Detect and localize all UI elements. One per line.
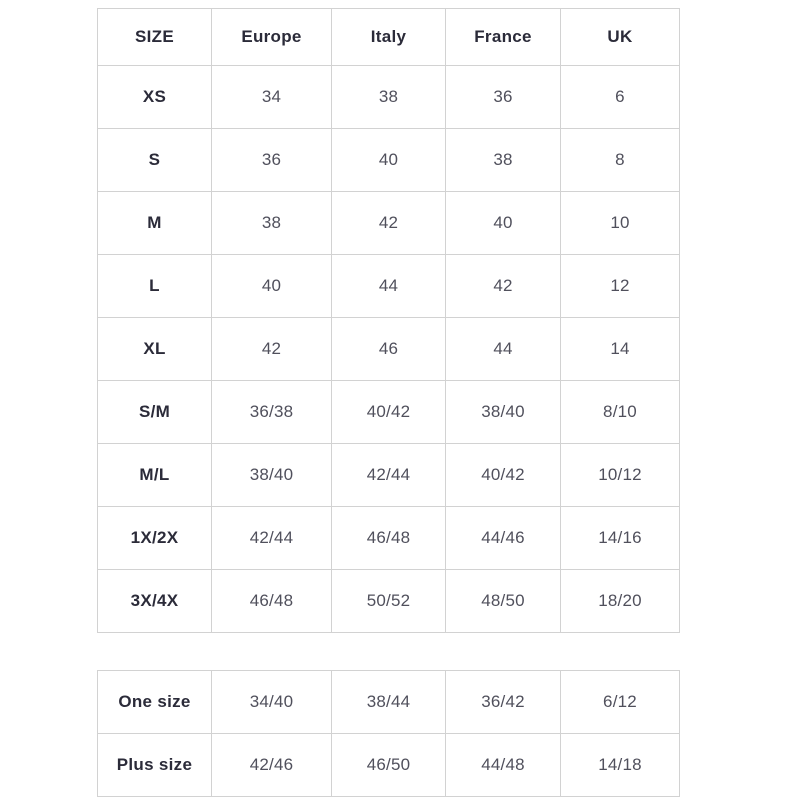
row-label: XS xyxy=(97,65,212,129)
table-cell: 44/48 xyxy=(445,733,561,797)
table-cell: 40 xyxy=(211,254,332,318)
table-cell: 42/44 xyxy=(211,506,332,570)
column-header-uk: UK xyxy=(560,8,680,66)
table-cell: 40/42 xyxy=(331,380,446,444)
row-label: 3X/4X xyxy=(97,569,212,633)
table-cell: 34 xyxy=(211,65,332,129)
table-row-m: M 38 42 40 10 xyxy=(97,191,680,255)
row-label: M/L xyxy=(97,443,212,507)
table-cell: 42/44 xyxy=(331,443,446,507)
table-cell: 38/40 xyxy=(445,380,561,444)
table-cell: 38/40 xyxy=(211,443,332,507)
table-row-one-size: One size 34/40 38/44 36/42 6/12 xyxy=(97,670,680,734)
table-cell: 14/18 xyxy=(560,733,680,797)
column-header-italy: Italy xyxy=(331,8,446,66)
table-cell: 34/40 xyxy=(211,670,332,734)
table-cell: 46/48 xyxy=(211,569,332,633)
table-cell: 6/12 xyxy=(560,670,680,734)
table-cell: 10/12 xyxy=(560,443,680,507)
row-label: Plus size xyxy=(97,733,212,797)
table-cell: 8 xyxy=(560,128,680,192)
table-cell: 44 xyxy=(331,254,446,318)
table-cell: 46/48 xyxy=(331,506,446,570)
table-cell: 38/44 xyxy=(331,670,446,734)
table-row-sm: S/M 36/38 40/42 38/40 8/10 xyxy=(97,380,680,444)
table-cell: 42/46 xyxy=(211,733,332,797)
table-row-3x4x: 3X/4X 46/48 50/52 48/50 18/20 xyxy=(97,569,680,633)
table-cell: 38 xyxy=(445,128,561,192)
table-cell: 14/16 xyxy=(560,506,680,570)
row-label: One size xyxy=(97,670,212,734)
table-cell: 10 xyxy=(560,191,680,255)
table-cell: 8/10 xyxy=(560,380,680,444)
table-cell: 40 xyxy=(331,128,446,192)
header-row: SIZE Europe Italy France UK xyxy=(97,8,680,66)
table-cell: 6 xyxy=(560,65,680,129)
table-cell: 44/46 xyxy=(445,506,561,570)
table-cell: 42 xyxy=(211,317,332,381)
table-row-ml: M/L 38/40 42/44 40/42 10/12 xyxy=(97,443,680,507)
table-cell: 40/42 xyxy=(445,443,561,507)
special-size-table: One size 34/40 38/44 36/42 6/12 Plus siz… xyxy=(97,670,680,797)
row-label: S/M xyxy=(97,380,212,444)
row-label: 1X/2X xyxy=(97,506,212,570)
table-cell: 44 xyxy=(445,317,561,381)
table-cell: 38 xyxy=(211,191,332,255)
table-row-1x2x: 1X/2X 42/44 46/48 44/46 14/16 xyxy=(97,506,680,570)
standard-size-table: SIZE Europe Italy France UK XS 34 38 36 … xyxy=(97,8,680,633)
row-label: M xyxy=(97,191,212,255)
table-row-xl: XL 42 46 44 14 xyxy=(97,317,680,381)
row-label: S xyxy=(97,128,212,192)
table-cell: 48/50 xyxy=(445,569,561,633)
table-cell: 38 xyxy=(331,65,446,129)
row-label: L xyxy=(97,254,212,318)
table-cell: 36/42 xyxy=(445,670,561,734)
table-cell: 14 xyxy=(560,317,680,381)
table-cell: 36/38 xyxy=(211,380,332,444)
table-cell: 42 xyxy=(331,191,446,255)
table-row-plus-size: Plus size 42/46 46/50 44/48 14/18 xyxy=(97,733,680,797)
table-cell: 12 xyxy=(560,254,680,318)
table-cell: 46/50 xyxy=(331,733,446,797)
table-gap xyxy=(97,633,679,670)
table-cell: 36 xyxy=(445,65,561,129)
table-row-s: S 36 40 38 8 xyxy=(97,128,680,192)
table-cell: 18/20 xyxy=(560,569,680,633)
table-cell: 50/52 xyxy=(331,569,446,633)
size-conversion-tables: SIZE Europe Italy France UK XS 34 38 36 … xyxy=(97,8,680,797)
column-header-size: SIZE xyxy=(97,8,212,66)
row-label: XL xyxy=(97,317,212,381)
column-header-europe: Europe xyxy=(211,8,332,66)
table-cell: 42 xyxy=(445,254,561,318)
table-row-l: L 40 44 42 12 xyxy=(97,254,680,318)
table-cell: 36 xyxy=(211,128,332,192)
table-cell: 46 xyxy=(331,317,446,381)
column-header-france: France xyxy=(445,8,561,66)
table-row-xs: XS 34 38 36 6 xyxy=(97,65,680,129)
table-cell: 40 xyxy=(445,191,561,255)
